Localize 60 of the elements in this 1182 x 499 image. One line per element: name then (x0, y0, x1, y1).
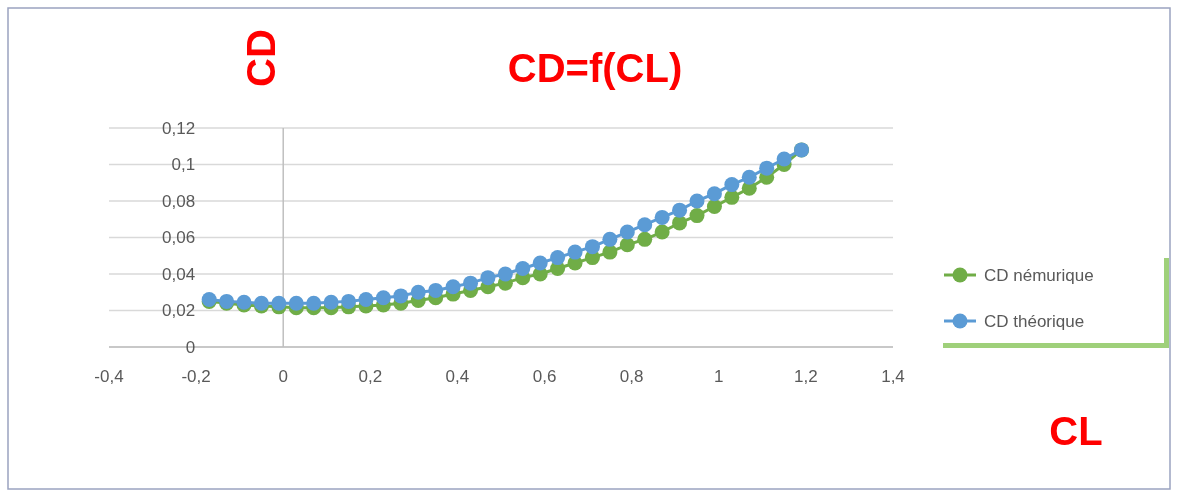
point (358, 292, 374, 308)
point (672, 202, 688, 218)
point (515, 261, 531, 277)
point (393, 288, 409, 304)
x-tick-label: 0,4 (445, 367, 470, 386)
point (706, 198, 722, 214)
point (428, 282, 444, 298)
x-tick-label: -0,4 (94, 367, 124, 386)
point (567, 244, 583, 260)
point (776, 151, 792, 167)
legend-label: CD némurique (984, 265, 1094, 285)
y-tick-label: 0,1 (171, 155, 196, 174)
point (584, 239, 600, 255)
point (375, 290, 391, 306)
y-tick-label: 0,02 (162, 301, 196, 320)
x-tick-label: -0,2 (181, 367, 211, 386)
point (410, 284, 426, 300)
point (480, 270, 496, 286)
x-tick-label: 1 (714, 367, 724, 386)
x-tick-label: 1,2 (794, 367, 818, 386)
point (672, 215, 688, 231)
point (463, 275, 479, 291)
point (706, 186, 722, 202)
point (654, 209, 670, 225)
y-tick-label: 0 (185, 337, 196, 357)
point (689, 193, 705, 209)
point (637, 231, 653, 247)
x-tick-label: 0 (278, 367, 288, 386)
point (497, 266, 513, 282)
point (341, 293, 357, 309)
point (532, 255, 548, 271)
point (724, 177, 740, 193)
point (654, 224, 670, 240)
point (271, 295, 287, 311)
y-tick-label: 0,06 (162, 228, 196, 247)
y-tick-label: 0,08 (162, 191, 196, 211)
point (602, 244, 618, 260)
point (288, 295, 304, 311)
point (689, 208, 705, 224)
x-tick-label: 0,6 (532, 367, 557, 386)
point (619, 237, 635, 253)
point (323, 294, 339, 310)
point (602, 231, 618, 247)
chart-title: CD=f(CL) (507, 46, 683, 90)
point (445, 279, 461, 295)
point (637, 217, 653, 233)
point (724, 189, 740, 205)
y-tick-label: 0,12 (162, 118, 196, 138)
point (619, 224, 635, 240)
x-tick-label: 1,4 (881, 367, 905, 386)
point (759, 160, 775, 176)
y-axis-title: CD (239, 29, 283, 87)
point (550, 250, 566, 266)
point (741, 169, 757, 185)
point (306, 295, 322, 311)
x-tick-label: 0,2 (358, 367, 383, 386)
x-axis-title: CL (1049, 409, 1103, 453)
x-tick-label: 0,8 (619, 367, 644, 386)
y-tick-label: 0,04 (162, 264, 196, 284)
legend-label: CD théorique (984, 311, 1085, 331)
